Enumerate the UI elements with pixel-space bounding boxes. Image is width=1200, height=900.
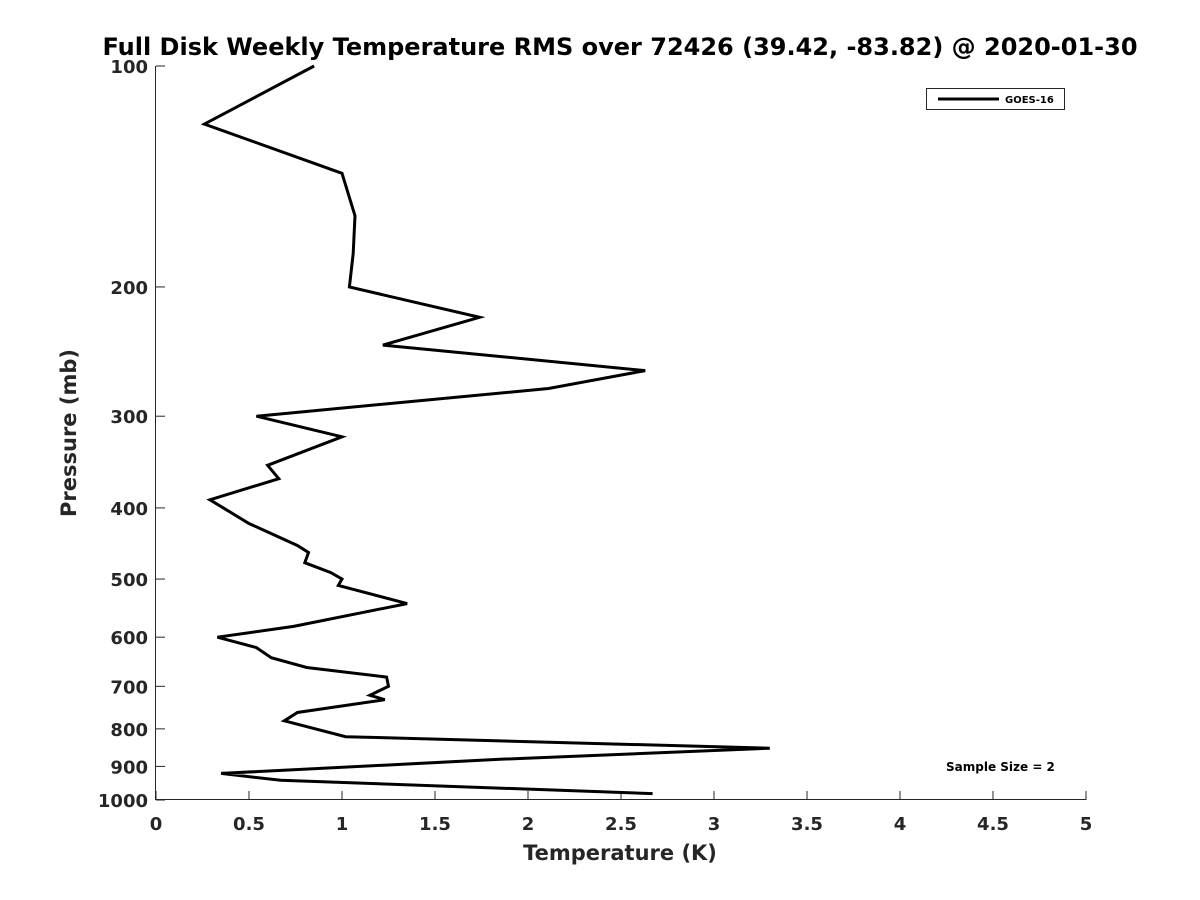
y-axis-ticks: 100 200 300 400 500 600 700 800 900 1000 <box>98 57 165 812</box>
series-line-goes-16 <box>200 64 770 796</box>
y-tick-label: 1000 <box>98 791 148 812</box>
x-tick-label: 2.5 <box>605 814 637 835</box>
x-axis-ticks: 0 0.5 1 1.5 2 2.5 3 3.5 4 4.5 5 <box>150 791 1093 835</box>
legend: GOES-16 <box>926 88 1065 110</box>
y-tick-label: 800 <box>110 720 148 741</box>
x-tick-label: 2 <box>522 814 535 835</box>
sample-size-annotation: Sample Size = 2 <box>946 760 1055 774</box>
y-tick-label: 900 <box>110 757 148 778</box>
x-tick-label: 0 <box>150 814 163 835</box>
y-tick-label: 700 <box>110 677 148 698</box>
chart-title: Full Disk Weekly Temperature RMS over 72… <box>102 33 1137 61</box>
x-tick-label: 5 <box>1080 814 1093 835</box>
x-tick-label: 3 <box>708 814 721 835</box>
x-tick-label: 3.5 <box>791 814 823 835</box>
x-tick-label: 4 <box>894 814 907 835</box>
x-axis-label: Temperature (K) <box>523 841 717 865</box>
y-tick-label: 400 <box>110 499 148 520</box>
x-tick-label: 0.5 <box>233 814 265 835</box>
legend-label-goes-16: GOES-16 <box>1005 95 1054 106</box>
x-tick-label: 1 <box>336 814 349 835</box>
series-layer <box>200 64 770 796</box>
y-tick-label: 300 <box>110 407 148 428</box>
y-tick-label: 600 <box>110 628 148 649</box>
y-axis-label: Pressure (mb) <box>57 349 81 517</box>
y-tick-label: 100 <box>110 57 148 78</box>
y-tick-label: 500 <box>110 570 148 591</box>
x-tick-label: 1.5 <box>419 814 451 835</box>
x-tick-label: 4.5 <box>977 814 1009 835</box>
y-tick-label: 200 <box>110 278 148 299</box>
